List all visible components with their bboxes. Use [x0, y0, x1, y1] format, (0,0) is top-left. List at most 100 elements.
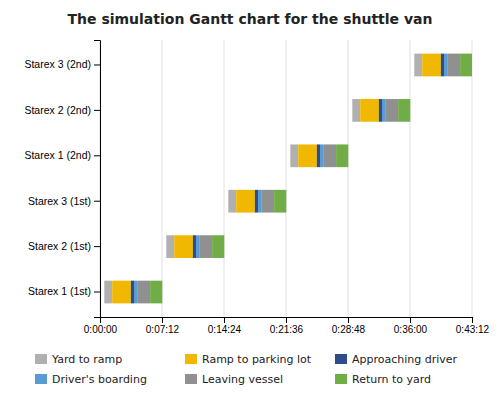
bar: [150, 281, 162, 304]
legend-item: Leaving vessel: [185, 373, 283, 386]
tick-label: 0:21:36: [270, 324, 304, 335]
legend-label: Driver's boarding: [52, 373, 147, 386]
series: [137, 54, 460, 304]
bar: [379, 99, 382, 122]
tick-label: 0:28:48: [332, 324, 366, 335]
tick-mark: [94, 292, 100, 293]
axis-line: [94, 41, 101, 318]
legend-swatch: [185, 354, 197, 364]
grid-line: [224, 40, 225, 317]
bar: [422, 54, 441, 77]
tick-mark: [94, 201, 100, 202]
tick-label: Starex 3 (2nd): [24, 58, 91, 70]
tick-label: Starex 2 (1st): [28, 240, 91, 252]
legend-swatch: [335, 374, 347, 384]
tick-mark: [410, 317, 411, 323]
tick: 0:00:00: [84, 317, 118, 335]
grid-line: [162, 40, 163, 317]
plot: 0:00:00 0:07:12 0:14:24 0:21:36 0:28:48 0:36:…: [24, 40, 489, 335]
tick: Starex 1 (2nd): [24, 149, 100, 161]
tick-mark: [286, 317, 287, 323]
tick-label: Starex 1 (1st): [28, 285, 91, 297]
series: [150, 54, 472, 304]
legend-label: Ramp to parking lot: [202, 353, 312, 366]
tick-label: 0:43:12: [456, 324, 490, 335]
bar: [212, 235, 224, 258]
tick: Starex 2 (1st): [28, 240, 100, 252]
bar: [320, 144, 323, 167]
tick-mark: [94, 110, 100, 111]
series: [134, 54, 447, 304]
legend-swatch: [185, 374, 197, 384]
bar: [193, 235, 196, 258]
bar: [199, 235, 212, 258]
bar: [228, 190, 236, 213]
tick-mark: [94, 155, 100, 156]
series: [112, 54, 441, 304]
bar: [352, 99, 360, 122]
bar: [385, 99, 398, 122]
grid-line: [472, 40, 473, 317]
bar: [298, 144, 317, 167]
bar: [196, 235, 199, 258]
bar: [441, 54, 444, 77]
tick-mark: [348, 317, 349, 323]
tick: 0:07:12: [146, 317, 180, 335]
bar: [255, 190, 258, 213]
tick: Starex 1 (1st): [28, 285, 100, 297]
legend-label: Approaching driver: [352, 353, 458, 366]
legend-label: Leaving vessel: [202, 373, 283, 386]
bar: [131, 281, 134, 304]
legend-swatch: [35, 354, 47, 364]
bar: [236, 190, 255, 213]
grid-line: [286, 40, 287, 317]
bar: [414, 54, 422, 77]
tick: 0:28:48: [332, 317, 366, 335]
legend-item: Ramp to parking lot: [185, 353, 312, 366]
legend-swatch: [335, 354, 347, 364]
tick: 0:36:00: [394, 317, 428, 335]
bar: [398, 99, 410, 122]
series: [131, 54, 444, 304]
bar: [323, 144, 336, 167]
bar: [336, 144, 348, 167]
grid-line: [410, 40, 411, 317]
bars: [104, 54, 472, 304]
tick: Starex 3 (2nd): [24, 58, 100, 70]
tick: Starex 2 (2nd): [24, 104, 100, 116]
legend-label: Yard to ramp: [51, 353, 122, 366]
bar: [460, 54, 472, 77]
tick-mark: [94, 246, 100, 247]
series: [104, 54, 422, 304]
tick-label: Starex 3 (1st): [28, 195, 91, 207]
tick-label: 0:36:00: [394, 324, 428, 335]
grid: [100, 40, 472, 317]
tick-label: 0:07:12: [146, 324, 180, 335]
bar: [360, 99, 379, 122]
tick-mark: [94, 64, 100, 65]
bar: [166, 235, 174, 258]
legend-item: Yard to ramp: [35, 353, 122, 366]
bar: [258, 190, 261, 213]
legend-item: Approaching driver: [335, 353, 458, 366]
bar: [174, 235, 193, 258]
tick-mark: [224, 317, 225, 323]
bar: [317, 144, 320, 167]
legend-item: Return to yard: [335, 373, 431, 386]
bar: [104, 281, 112, 304]
chart: 0:00:00 0:07:12 0:14:24 0:21:36 0:28:48 0:36:…: [0, 0, 500, 417]
legend-label: Return to yard: [352, 373, 431, 386]
tick-mark: [162, 317, 163, 323]
tick: 0:14:24: [208, 317, 242, 335]
tick-label: 0:14:24: [208, 324, 242, 335]
legend: Yard to ramp Ramp to parking lot Approachi…: [35, 353, 458, 386]
bar: [137, 281, 150, 304]
bar: [261, 190, 274, 213]
bar: [444, 54, 447, 77]
bar: [112, 281, 131, 304]
grid-line: [348, 40, 349, 317]
tick: Starex 3 (1st): [28, 195, 100, 207]
y-axis: Starex 1 (1st) Starex 2 (1st) Starex 3 (1s…: [24, 41, 100, 318]
tick-label: 0:00:00: [84, 324, 118, 335]
tick-mark: [472, 317, 473, 323]
